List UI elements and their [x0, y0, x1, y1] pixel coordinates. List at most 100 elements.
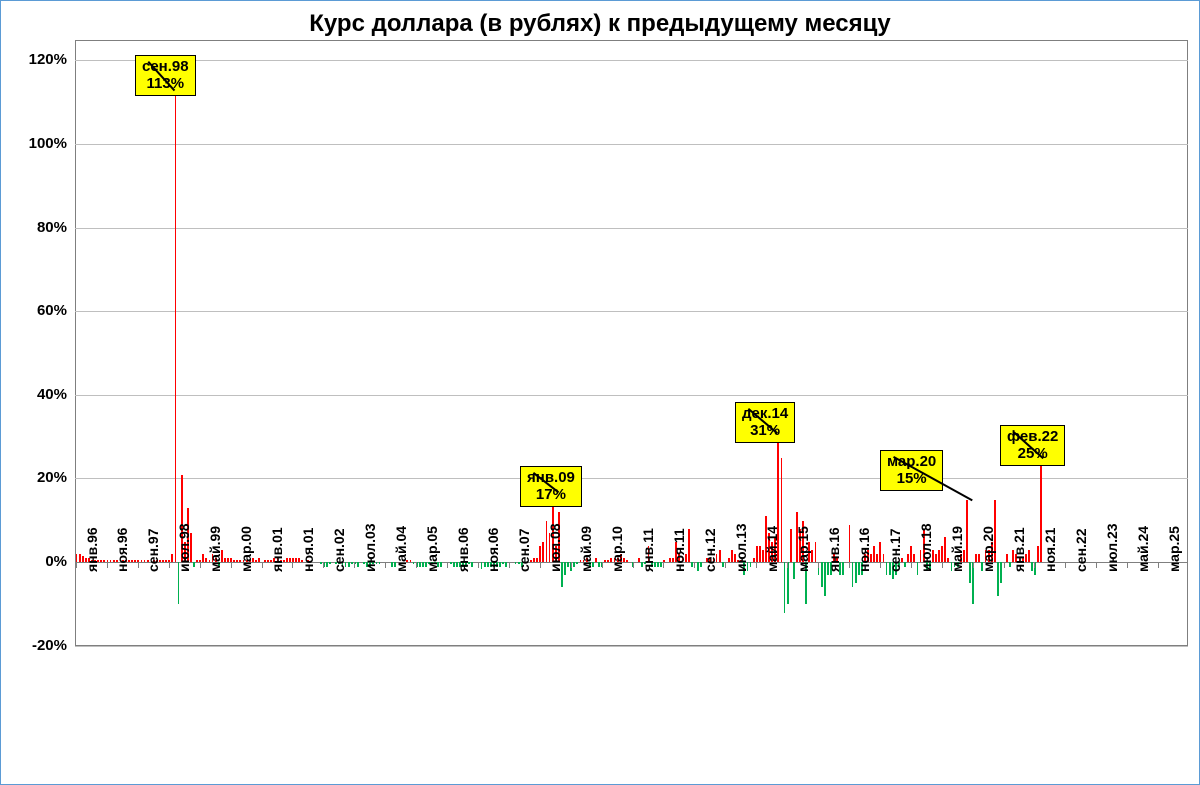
- bar: [202, 554, 204, 562]
- x-tick-label: сен.12: [702, 529, 718, 573]
- bar: [790, 529, 792, 562]
- callout-line2: 113%: [142, 75, 189, 92]
- bar: [536, 558, 538, 562]
- bar: [175, 90, 177, 562]
- x-tick-mark: [942, 562, 943, 568]
- x-tick-label: мар.10: [609, 526, 625, 572]
- x-tick-label: мар.00: [238, 526, 254, 572]
- x-tick-label: мар.20: [980, 526, 996, 572]
- bar: [450, 562, 452, 564]
- x-tick-label: май.09: [578, 526, 594, 572]
- callout-line1: фев.22: [1007, 428, 1058, 445]
- bar: [759, 546, 761, 563]
- y-tick-label: -20%: [0, 637, 67, 654]
- gridline: [75, 646, 1188, 647]
- bar: [162, 560, 164, 562]
- x-tick-label: янв.21: [1011, 528, 1027, 573]
- bar: [419, 562, 421, 566]
- bar: [539, 546, 541, 563]
- callout-line2: 17%: [527, 486, 575, 503]
- x-tick-mark: [911, 562, 912, 568]
- x-tick-label: июл.98: [176, 524, 192, 573]
- bar: [264, 560, 266, 562]
- bar: [141, 560, 143, 562]
- bar: [196, 560, 198, 562]
- x-tick-label: мар.05: [424, 526, 440, 572]
- bar: [784, 562, 786, 612]
- bar: [722, 562, 724, 566]
- x-tick-label: сен.17: [887, 529, 903, 573]
- bar: [564, 562, 566, 575]
- x-tick-label: июл.03: [362, 524, 378, 573]
- x-tick-mark: [354, 562, 355, 568]
- x-tick-label: мар.25: [1166, 526, 1182, 572]
- callout-сен.98: сен.98113%: [135, 55, 196, 96]
- bar: [604, 560, 606, 562]
- x-tick-label: июл.13: [733, 524, 749, 573]
- bar: [913, 554, 915, 562]
- y-tick-label: 60%: [0, 302, 67, 319]
- bar: [410, 560, 412, 562]
- bar: [1037, 546, 1039, 563]
- x-tick-mark: [385, 562, 386, 568]
- x-tick-label: ноя.01: [300, 528, 316, 572]
- x-tick-label: янв.16: [826, 528, 842, 573]
- bar: [879, 542, 881, 563]
- gridline: [75, 395, 1188, 396]
- bar: [505, 562, 507, 566]
- x-tick-label: ноя.21: [1042, 528, 1058, 572]
- bar: [728, 558, 730, 562]
- x-tick-mark: [571, 562, 572, 568]
- bar: [79, 554, 81, 562]
- x-tick-mark: [138, 562, 139, 568]
- bar: [542, 542, 544, 563]
- bar: [481, 562, 483, 568]
- bar: [110, 560, 112, 562]
- bar: [821, 562, 823, 587]
- x-tick-mark: [818, 562, 819, 568]
- x-tick-label: май.14: [764, 526, 780, 572]
- bar: [1028, 550, 1030, 563]
- y-tick-label: 120%: [0, 51, 67, 68]
- bar: [171, 554, 173, 562]
- x-tick-label: янв.11: [640, 528, 656, 572]
- bar: [966, 500, 968, 563]
- bar: [852, 562, 854, 587]
- bar: [876, 554, 878, 562]
- bar: [502, 562, 504, 564]
- bar: [883, 554, 885, 562]
- x-tick-label: май.99: [207, 526, 223, 572]
- x-tick-mark: [849, 562, 850, 568]
- bar: [753, 558, 755, 562]
- x-tick-mark: [694, 562, 695, 568]
- bar: [975, 554, 977, 562]
- bar: [193, 562, 195, 566]
- x-tick-mark: [416, 562, 417, 568]
- bar: [76, 554, 78, 562]
- x-tick-label: сен.22: [1073, 529, 1089, 573]
- x-tick-mark: [633, 562, 634, 568]
- x-tick-mark: [509, 562, 510, 568]
- x-tick-label: июл.18: [918, 524, 934, 573]
- x-tick-label: ноя.11: [671, 529, 687, 573]
- x-tick-label: июл.08: [547, 524, 563, 573]
- x-tick-mark: [540, 562, 541, 568]
- x-tick-label: сен.07: [516, 529, 532, 573]
- x-tick-mark: [1158, 562, 1159, 568]
- x-tick-mark: [973, 562, 974, 568]
- bar: [233, 560, 235, 562]
- bar: [379, 562, 381, 564]
- bar: [1006, 554, 1008, 562]
- gridline: [75, 144, 1188, 145]
- gridline: [75, 228, 1188, 229]
- x-tick-label: июл.23: [1104, 524, 1120, 573]
- bar: [904, 562, 906, 566]
- y-tick-label: 100%: [0, 135, 67, 152]
- x-tick-mark: [1004, 562, 1005, 568]
- bar: [657, 562, 659, 566]
- bar: [134, 560, 136, 562]
- x-tick-mark: [169, 562, 170, 568]
- bar: [357, 562, 359, 566]
- x-tick-label: ноя.06: [485, 528, 501, 572]
- bar: [533, 558, 535, 562]
